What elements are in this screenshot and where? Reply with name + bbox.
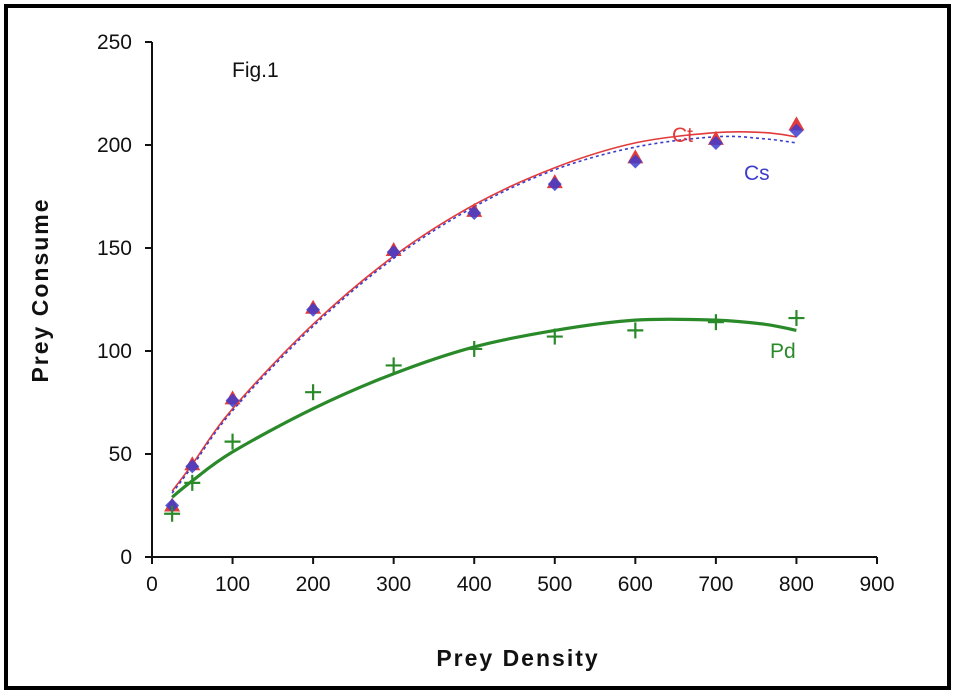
marker-pd xyxy=(627,322,644,339)
labels: Fig.1 Prey Density Prey Consume Ct Cs Pd xyxy=(27,59,796,671)
fit-curve-ct xyxy=(171,130,797,492)
marker-pd xyxy=(164,505,181,522)
axes: 0 50 100 150 200 250 0 100 200 300 400 500 600 700 800… xyxy=(97,31,895,596)
series-label-ct: Ct xyxy=(672,124,693,147)
x-tick-label: 500 xyxy=(537,573,572,596)
marker-pd xyxy=(305,384,322,401)
figure-annotation: Fig.1 xyxy=(232,59,279,82)
fit-curve-cs xyxy=(171,135,797,494)
y-tick-label: 150 xyxy=(97,237,132,260)
y-axis-title: Prey Consume xyxy=(27,197,53,382)
y-tick-label: 200 xyxy=(97,134,132,157)
marker-cs xyxy=(386,245,401,260)
y-tick-label: 100 xyxy=(97,340,132,363)
marker-cs xyxy=(165,498,180,513)
marker-cs xyxy=(547,177,562,192)
marker-cs xyxy=(789,123,804,138)
series-label-cs: Cs xyxy=(744,162,770,185)
marker-pd xyxy=(546,328,563,345)
marker-pd xyxy=(385,357,402,374)
marker-cs xyxy=(185,459,200,474)
marker-pd xyxy=(184,474,201,491)
marker-cs xyxy=(225,393,240,408)
series-label-pd: Pd xyxy=(770,340,796,363)
marker-pd xyxy=(707,314,724,331)
x-tick-label: 900 xyxy=(859,573,894,596)
x-tick-label: 0 xyxy=(146,573,158,596)
marker-pd xyxy=(466,340,483,357)
y-tick-label: 50 xyxy=(109,443,132,466)
y-tick-label: 250 xyxy=(97,31,132,54)
marker-pd xyxy=(224,433,241,450)
marker-cs xyxy=(708,135,723,150)
marker-cs xyxy=(628,154,643,169)
fit-curve-pd xyxy=(171,317,797,499)
marker-pd xyxy=(788,310,805,327)
x-tick-label: 700 xyxy=(698,573,733,596)
y-tick-label: 0 xyxy=(120,546,132,569)
fit-curves xyxy=(171,130,797,499)
x-tick-label: 800 xyxy=(779,573,814,596)
x-tick-label: 200 xyxy=(296,573,331,596)
data-markers xyxy=(164,116,805,522)
x-tick-label: 100 xyxy=(215,573,250,596)
x-axis-title: Prey Density xyxy=(436,645,599,671)
marker-cs xyxy=(467,205,482,220)
x-tick-label: 300 xyxy=(376,573,411,596)
marker-ct xyxy=(788,116,805,131)
marker-cs xyxy=(306,302,321,317)
x-tick-label: 600 xyxy=(618,573,653,596)
figure-border xyxy=(4,4,951,690)
x-tick-label: 400 xyxy=(457,573,492,596)
